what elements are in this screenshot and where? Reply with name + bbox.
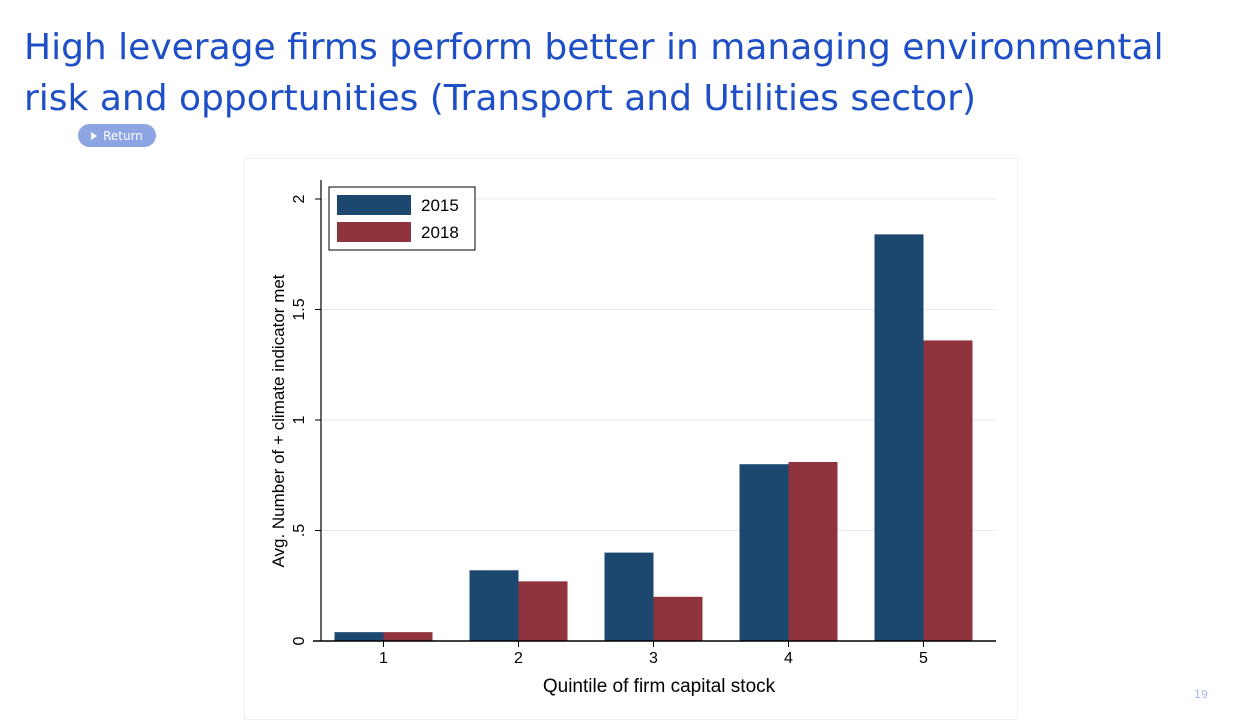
bar-2015-q1 — [334, 632, 384, 641]
x-tick-label: 4 — [784, 650, 793, 667]
x-tick-label: 3 — [649, 650, 658, 667]
return-button[interactable]: Return — [78, 124, 156, 147]
bar-2018-q2 — [518, 581, 568, 641]
y-axis-label: Avg. Number of + climate indicator met — [269, 274, 288, 567]
legend: 2015 2018 — [328, 186, 476, 251]
x-tick-label: 5 — [919, 650, 928, 667]
y-tick-label: 1.5 — [291, 298, 308, 320]
x-ticks: 1 2 3 4 5 — [379, 641, 928, 667]
bar-2018-q4 — [788, 461, 838, 641]
y-tick-label: 0 — [291, 636, 308, 645]
bars — [334, 234, 973, 642]
bar-2015-q3 — [604, 552, 654, 641]
y-tick-label: .5 — [291, 524, 308, 537]
bar-2015-q2 — [469, 570, 519, 641]
bar-chart: 0 .5 1 1.5 2 1 2 3 4 5 Quintile of firm capital … — [269, 180, 996, 697]
x-tick-label: 2 — [514, 650, 523, 667]
legend-swatch-2015 — [337, 195, 411, 215]
play-triangle-icon — [91, 131, 98, 140]
y-tick-label: 2 — [291, 194, 308, 203]
slide-title: High leverage firms perform better in ma… — [24, 27, 1164, 119]
y-ticks: 0 .5 1 1.5 2 — [291, 194, 321, 645]
legend-swatch-2018 — [337, 222, 411, 242]
bar-2015-q4 — [739, 464, 789, 641]
chart-panel: 0 .5 1 1.5 2 1 2 3 4 5 Quintile of firm capital … — [244, 158, 1018, 720]
x-axis-label: Quintile of firm capital stock — [543, 676, 776, 697]
page-number: 19 — [1194, 688, 1208, 701]
legend-label-2018: 2018 — [421, 223, 459, 242]
bar-2018-q1 — [383, 632, 433, 641]
bar-2018-q3 — [653, 596, 703, 641]
legend-label-2015: 2015 — [421, 196, 459, 215]
axes — [313, 180, 996, 642]
y-tick-label: 1 — [291, 415, 308, 424]
bar-2018-q5 — [923, 340, 973, 641]
bar-2015-q5 — [874, 234, 924, 642]
x-tick-label: 1 — [379, 650, 388, 667]
return-button-label: Return — [103, 128, 143, 143]
